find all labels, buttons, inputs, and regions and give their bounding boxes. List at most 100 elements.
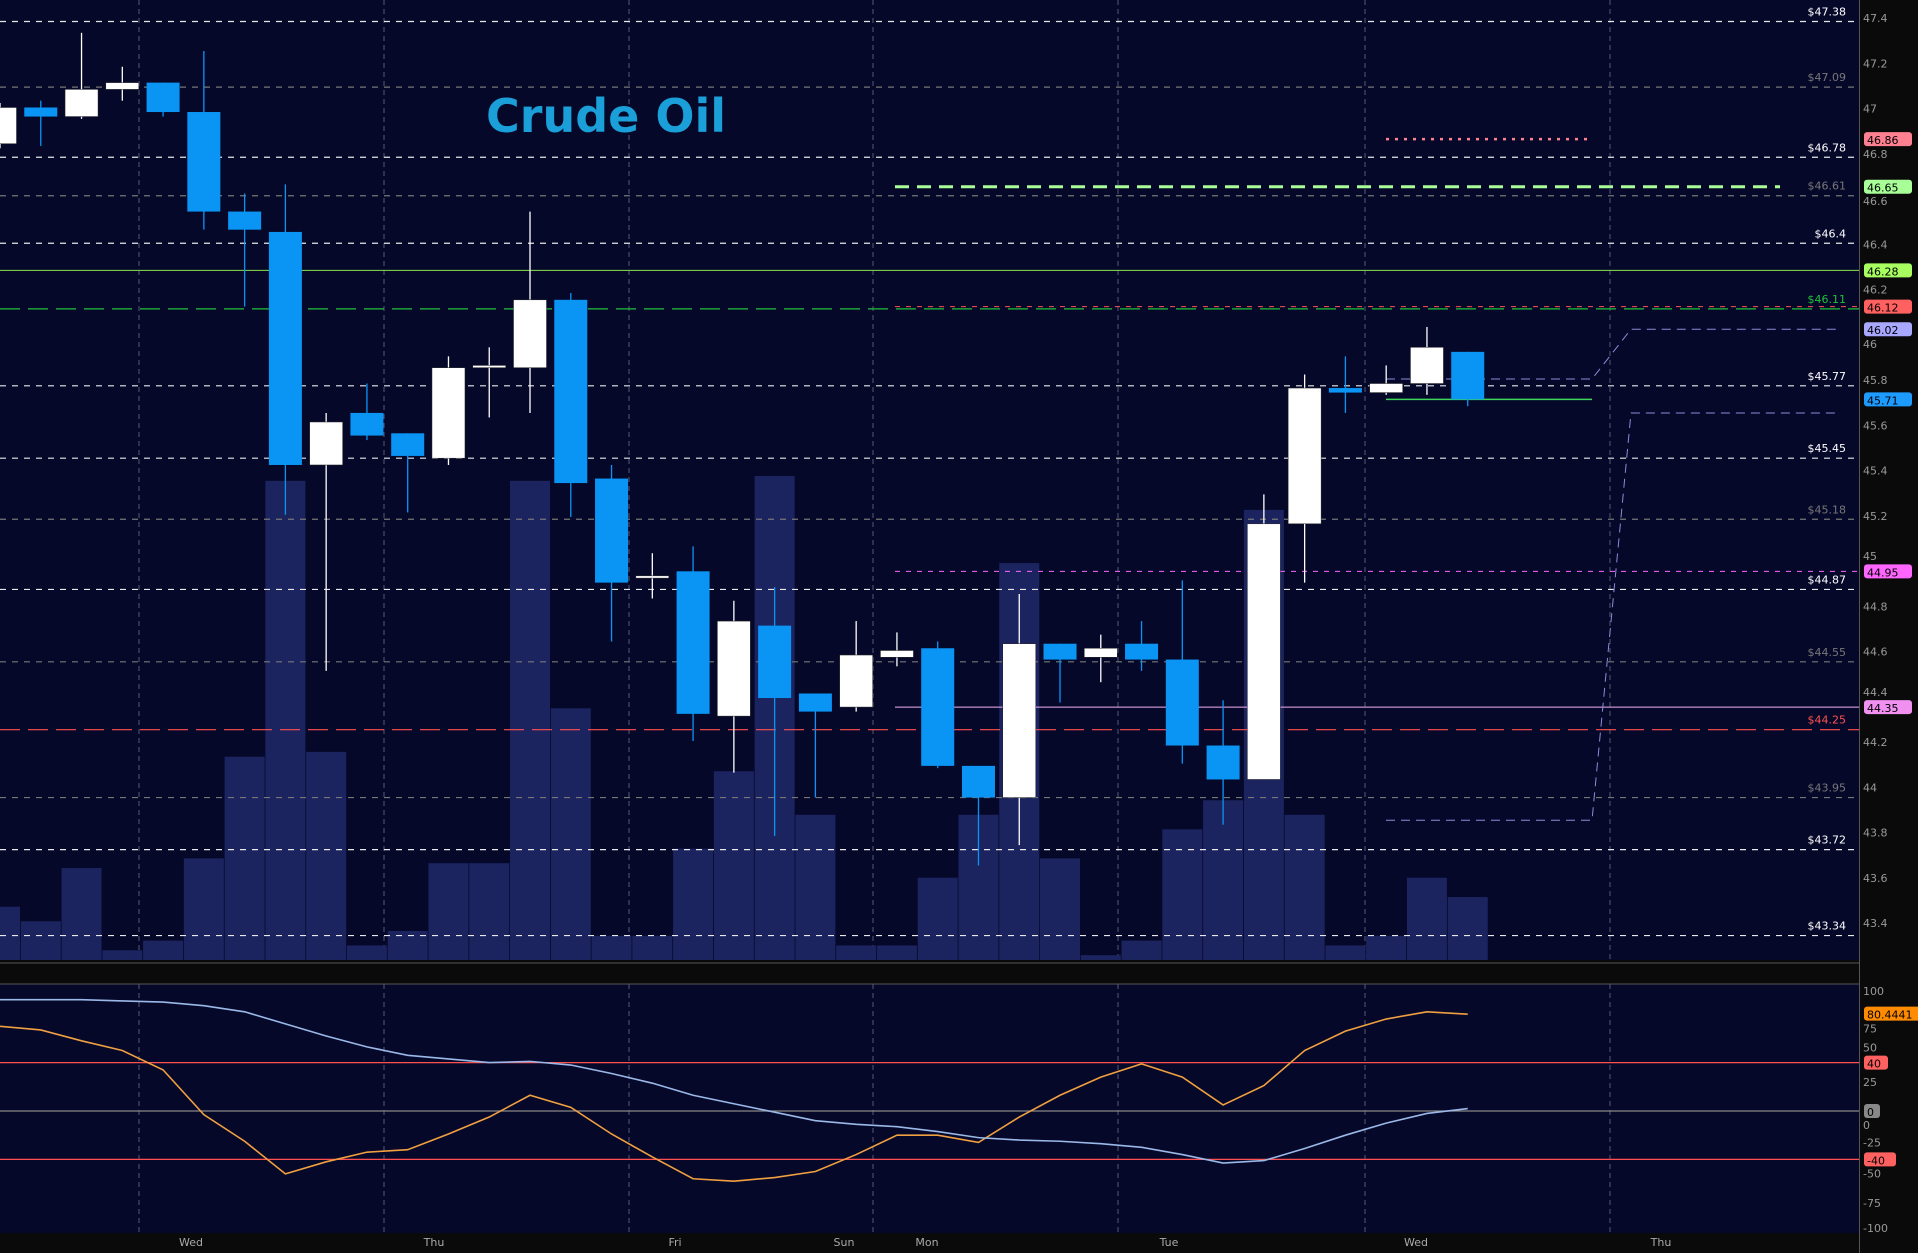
osc-tag-bg xyxy=(1864,1104,1880,1118)
price-tag: 46.12 xyxy=(1867,302,1899,315)
volume-bar xyxy=(306,751,347,960)
candle-body xyxy=(350,412,384,436)
x-tick-label: Mon xyxy=(915,1236,938,1249)
price-level-label: $45.45 xyxy=(1808,442,1847,455)
price-tick-label: 46.6 xyxy=(1863,195,1888,208)
price-level-label: $47.09 xyxy=(1808,71,1847,84)
candle-body xyxy=(880,650,914,658)
price-level-label: $46.61 xyxy=(1808,180,1847,193)
osc-tick-label: -25 xyxy=(1863,1136,1881,1149)
price-tick-label: 44 xyxy=(1863,781,1877,794)
price-tag: 46.65 xyxy=(1867,182,1899,195)
candle-body xyxy=(921,648,955,766)
price-tag: 46.86 xyxy=(1867,134,1899,147)
candle-body xyxy=(105,82,140,90)
candle-body xyxy=(1125,643,1159,660)
osc-tick-label: 25 xyxy=(1863,1076,1877,1089)
volume-bar xyxy=(224,756,265,960)
osc-tag-bg xyxy=(1864,1152,1896,1167)
projection-lower xyxy=(1386,412,1836,821)
price-level-label: $44.55 xyxy=(1808,646,1847,659)
candle-body xyxy=(1451,351,1485,400)
candle-body xyxy=(24,107,58,117)
volume-bar xyxy=(1040,858,1081,960)
volume-bar xyxy=(1203,800,1244,960)
price-tick-label: 46.8 xyxy=(1863,148,1888,161)
candle-body xyxy=(268,231,302,465)
volume-bar xyxy=(1366,935,1407,960)
candle-body xyxy=(676,571,710,714)
osc-tick-label: 100 xyxy=(1863,985,1884,998)
price-tag-bg xyxy=(1864,263,1912,278)
osc-tag-bg xyxy=(1864,1006,1918,1021)
x-tick-label: Wed xyxy=(1404,1236,1428,1249)
osc-tag-bg xyxy=(1864,1055,1888,1070)
candle-body xyxy=(513,299,547,368)
price-level-label: $44.25 xyxy=(1808,714,1847,727)
x-tick-label: Thu xyxy=(1650,1236,1672,1249)
price-tick-label: 46.2 xyxy=(1863,284,1888,297)
candle-body xyxy=(1410,347,1444,384)
price-tick-label: 46.4 xyxy=(1863,238,1888,251)
candle-body xyxy=(0,107,17,144)
volume-bar xyxy=(1284,814,1325,960)
candle-body xyxy=(64,89,99,117)
price-tag-bg xyxy=(1864,299,1912,314)
price-tag-bg xyxy=(1864,564,1912,579)
volume-bar xyxy=(102,950,143,960)
osc-slow-line xyxy=(0,998,1468,1164)
volume-bar xyxy=(1121,940,1162,960)
x-tick-label: Fri xyxy=(668,1236,681,1249)
chart-title: Crude Oil xyxy=(486,89,726,143)
volume-bar xyxy=(1325,945,1366,960)
volume-bar xyxy=(1447,897,1488,960)
price-level-label: $43.72 xyxy=(1808,834,1847,847)
volume-bar xyxy=(61,868,102,960)
osc-tag: 40 xyxy=(1867,1058,1881,1071)
price-level-label: $45.77 xyxy=(1808,370,1847,383)
volume-bar xyxy=(183,858,224,960)
volume-bar xyxy=(1406,877,1447,960)
volume-bar xyxy=(673,848,714,960)
price-tick-label: 45.2 xyxy=(1863,510,1888,523)
candle-body xyxy=(595,478,629,583)
candle-body xyxy=(961,765,995,798)
price-level-label: $43.34 xyxy=(1808,920,1847,933)
osc-tick-label: 0 xyxy=(1863,1119,1870,1132)
price-tag-bg xyxy=(1864,132,1912,147)
candle-body xyxy=(431,367,466,459)
volume-bar xyxy=(795,814,836,960)
volume-bar xyxy=(632,935,673,960)
price-tick-label: 43.6 xyxy=(1863,872,1888,885)
osc-tag: 0 xyxy=(1867,1106,1874,1119)
price-tick-label: 47.4 xyxy=(1863,12,1888,25)
candle-body xyxy=(1328,388,1362,393)
price-tick-label: 45.8 xyxy=(1863,374,1888,387)
candle-body xyxy=(1165,659,1199,746)
price-tick-label: 45 xyxy=(1863,550,1877,563)
candle-body xyxy=(554,299,588,484)
x-tick-label: Wed xyxy=(179,1236,203,1249)
volume-bar xyxy=(428,863,469,960)
price-level-label: $45.18 xyxy=(1808,503,1847,516)
price-level-label: $47.38 xyxy=(1808,6,1847,19)
candle-body xyxy=(309,421,343,466)
osc-fast-line xyxy=(0,1010,1468,1182)
candle-body xyxy=(839,654,873,708)
volume-bar xyxy=(0,906,20,960)
price-tick-label: 44.2 xyxy=(1863,736,1888,749)
candle-body xyxy=(798,693,832,712)
candle-body xyxy=(228,211,262,230)
osc-tick-label: -100 xyxy=(1863,1222,1888,1235)
candle-body xyxy=(472,365,506,368)
price-tag-bg xyxy=(1864,700,1912,715)
candle-body xyxy=(1369,383,1403,393)
osc-tick-label: 75 xyxy=(1863,1022,1877,1035)
price-tag-bg xyxy=(1864,392,1912,407)
price-level-label: $46.11 xyxy=(1808,293,1847,306)
osc-tick-label: 50 xyxy=(1863,1042,1877,1055)
candle-body xyxy=(717,620,751,717)
price-tick-label: 44.6 xyxy=(1863,646,1888,659)
osc-tag: -40 xyxy=(1867,1154,1885,1167)
